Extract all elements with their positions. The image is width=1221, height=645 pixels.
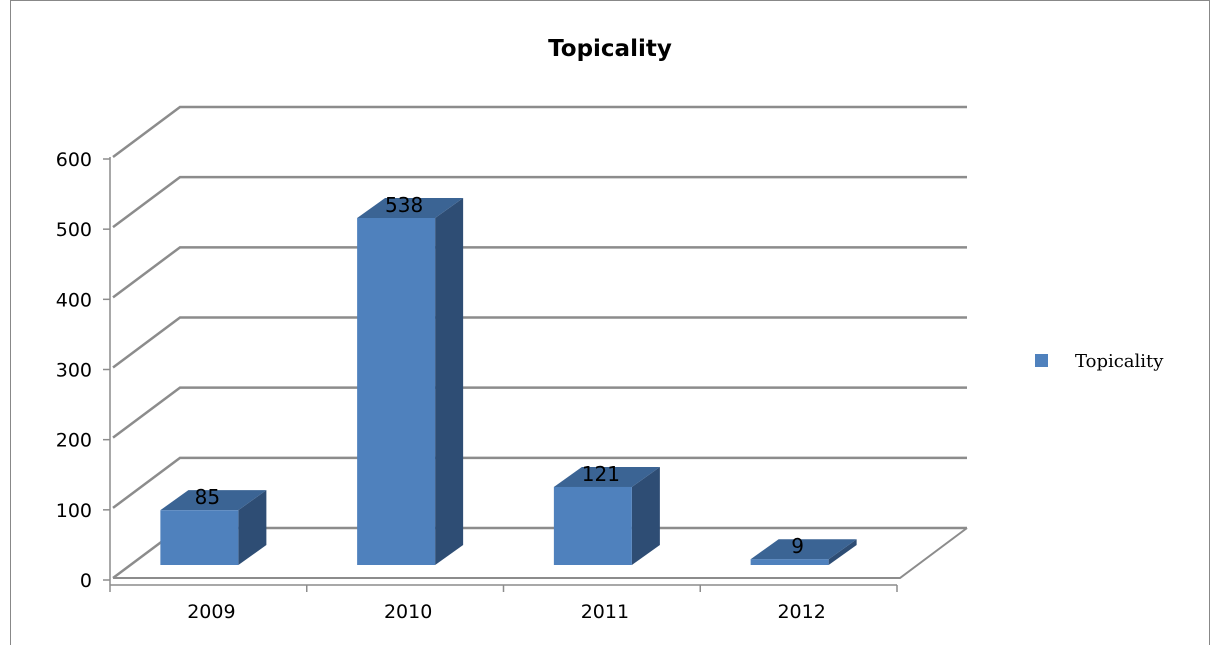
legend-label: Topicality [1075, 351, 1164, 372]
bar-front [357, 217, 436, 566]
y-tick-label: 0 [80, 570, 92, 592]
data-label: 121 [582, 462, 620, 486]
x-tick-label: 2010 [384, 601, 432, 623]
bar [160, 490, 267, 565]
gridline [112, 456, 967, 509]
x-tick-label: 2011 [581, 601, 629, 623]
chart-frame [10, 0, 1210, 645]
bar-side [631, 466, 660, 565]
bar-top [750, 539, 857, 560]
x-tick-label: 2009 [187, 601, 235, 623]
floor-edge [113, 527, 968, 579]
gridline [112, 386, 967, 439]
data-label: 85 [195, 485, 220, 509]
bar-top [357, 197, 464, 218]
y-tick-label: 200 [56, 430, 92, 452]
legend: Topicality [1035, 351, 1164, 372]
gridline [112, 175, 967, 229]
bar [357, 197, 464, 566]
data-labels: 85 538 121 9 [195, 193, 804, 558]
bar-side [238, 490, 267, 565]
gridline [112, 316, 967, 369]
chart-title: Topicality [548, 36, 672, 62]
bar-front [553, 486, 632, 565]
y-tick-label: 400 [56, 289, 92, 311]
bar-front [750, 559, 829, 565]
y-axis-ticks: 0 100 200 300 400 500 600 [56, 149, 110, 592]
gridline [112, 246, 967, 299]
x-axis-ticks: 2009 2010 2011 2012 [109, 585, 898, 623]
bar-front [160, 510, 239, 565]
y-tick-label: 500 [56, 219, 92, 241]
bar-top [160, 490, 267, 511]
bars [160, 197, 857, 566]
data-label: 538 [385, 193, 423, 217]
legend-swatch [1035, 354, 1048, 367]
bar-side [828, 539, 857, 565]
y-tick-label: 300 [56, 360, 92, 382]
x-tick-label: 2012 [777, 601, 825, 623]
gridlines [109, 105, 968, 586]
bar [750, 539, 857, 565]
y-tick-label: 100 [56, 500, 92, 522]
bar [553, 466, 660, 565]
bar-top [553, 466, 660, 487]
y-tick-label: 600 [56, 149, 92, 171]
bar-side [435, 197, 464, 566]
gridline [112, 105, 967, 159]
data-label: 9 [791, 534, 804, 558]
